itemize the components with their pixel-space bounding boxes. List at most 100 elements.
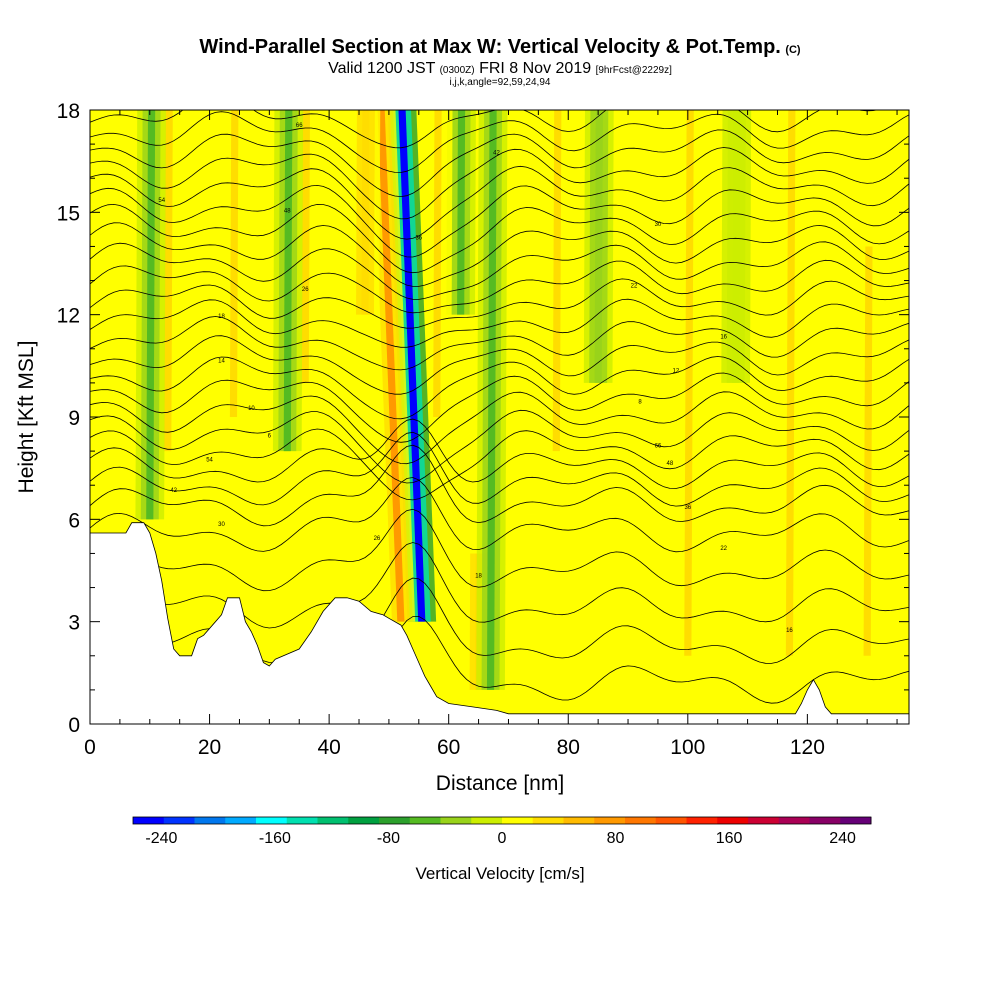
colorbar-swatch bbox=[348, 817, 380, 824]
velocity-streak bbox=[398, 110, 426, 622]
x-tick-label: 80 bbox=[557, 736, 580, 759]
theta-contour bbox=[90, 431, 909, 507]
colorbar-frame bbox=[132, 816, 872, 825]
theta-contour bbox=[90, 222, 909, 287]
contour-label: 48 bbox=[667, 461, 674, 467]
colorbar-swatch bbox=[625, 817, 657, 824]
colorbar-swatch bbox=[717, 817, 749, 824]
colorbar-swatch bbox=[655, 817, 687, 824]
x-tick-label: 100 bbox=[670, 736, 705, 759]
contour-label: 12 bbox=[673, 369, 680, 375]
colorbar-swatch bbox=[563, 817, 595, 824]
colorbar-tick-label: -160 bbox=[259, 830, 291, 847]
colorbar-tick-label: 240 bbox=[829, 830, 856, 847]
theta-contour bbox=[90, 418, 909, 489]
contour-label: 10 bbox=[248, 406, 255, 412]
colorbar-tick-label: 160 bbox=[716, 830, 743, 847]
contour-label: 26 bbox=[302, 287, 309, 293]
velocity-streak bbox=[283, 110, 293, 452]
theta-contour bbox=[90, 508, 909, 592]
colorbar-swatch bbox=[163, 817, 195, 824]
colorbar-swatch bbox=[809, 817, 841, 824]
terrain bbox=[90, 522, 909, 724]
contour-label: 66 bbox=[296, 123, 303, 129]
y-tick-label: 15 bbox=[57, 202, 80, 225]
theta-contour bbox=[90, 259, 909, 314]
contour-label: 18 bbox=[218, 314, 225, 320]
contour-label: 30 bbox=[655, 222, 662, 228]
theta-contour bbox=[90, 428, 909, 501]
velocity-streak bbox=[457, 110, 466, 315]
theta-contour bbox=[90, 391, 909, 465]
contour-label: 36 bbox=[415, 236, 422, 242]
colorbar: -240 -160 -80 0 80 160 240 bbox=[132, 816, 872, 847]
theta-contour bbox=[90, 129, 909, 198]
x-tick-label: 0 bbox=[84, 736, 96, 759]
contour-label: 26 bbox=[374, 536, 381, 542]
contour-label: 48 bbox=[284, 208, 291, 214]
subtitle-date: FRI 8 Nov 2019 bbox=[479, 60, 592, 77]
contour-label: 18 bbox=[475, 573, 482, 579]
theta-contour bbox=[90, 477, 909, 553]
chart-title: Wind-Parallel Section at Max W: Vertical… bbox=[0, 36, 1000, 59]
y-axis-title: Height [Kft MSL] bbox=[15, 341, 38, 494]
theta-contour bbox=[90, 111, 909, 173]
colorbar-swatch bbox=[686, 817, 718, 824]
colorbar-swatch bbox=[778, 817, 810, 824]
theta-contour bbox=[90, 316, 909, 371]
colorbar-swatch bbox=[225, 817, 257, 824]
theta-contour bbox=[90, 356, 909, 420]
theta-contour bbox=[90, 278, 909, 329]
contour-label: 66 bbox=[655, 444, 662, 450]
x-tick-label: 120 bbox=[790, 736, 825, 759]
colorbar-swatch bbox=[594, 817, 626, 824]
velocity-streak bbox=[594, 110, 603, 383]
contour-label: 54 bbox=[158, 198, 165, 204]
colorbar-swatch bbox=[840, 817, 872, 824]
chart-subtitle: Valid 1200 JST (0300Z) FRI 8 Nov 2019 [9… bbox=[0, 60, 1000, 78]
colorbar-swatch bbox=[317, 817, 349, 824]
colorbar-swatch bbox=[748, 817, 780, 824]
x-tick-label: 40 bbox=[317, 736, 340, 759]
theta-contour bbox=[90, 241, 909, 300]
velocity-streak bbox=[552, 110, 562, 452]
title-main: Wind-Parallel Section at Max W: Vertical… bbox=[199, 36, 781, 58]
contour-label: 8 bbox=[638, 399, 642, 405]
contour-label: 42 bbox=[493, 150, 500, 156]
x-axis-title: Distance [nm] bbox=[436, 772, 564, 795]
y-tick-label: 9 bbox=[68, 407, 80, 430]
contour-label: 16 bbox=[786, 628, 793, 634]
colorbar-swatch bbox=[440, 817, 472, 824]
theta-contour bbox=[90, 165, 909, 240]
theta-contour bbox=[90, 409, 909, 484]
colorbar-swatch bbox=[502, 817, 534, 824]
subtitle-forecast: [9hrFcst@2229z] bbox=[595, 65, 672, 76]
subtitle-valid: Valid 1200 JST bbox=[328, 60, 436, 77]
colorbar-title: Vertical Velocity [cm/s] bbox=[415, 864, 585, 883]
velocity-streak bbox=[732, 110, 741, 383]
x-tick-label: 20 bbox=[198, 736, 221, 759]
theta-contour bbox=[90, 335, 909, 395]
colorbar-swatch bbox=[471, 817, 503, 824]
contour-label: 36 bbox=[684, 505, 691, 511]
theta-contour bbox=[90, 203, 909, 274]
contour-label: 30 bbox=[218, 522, 225, 528]
theta-contour bbox=[90, 372, 909, 443]
title-tag: (C) bbox=[785, 44, 801, 56]
colorbar-tick-label: -80 bbox=[377, 830, 400, 847]
colorbar-swatch bbox=[286, 817, 318, 824]
contour-label: 6 bbox=[268, 433, 272, 439]
y-tick-label: 0 bbox=[68, 714, 80, 737]
colorbar-swatch bbox=[194, 817, 226, 824]
velocity-streak bbox=[863, 246, 873, 656]
grid-index-line: i,j,k,angle=92,59,24,94 bbox=[449, 77, 551, 88]
y-tick-label: 3 bbox=[68, 612, 80, 635]
colorbar-swatch bbox=[532, 817, 564, 824]
colorbar-swatch bbox=[409, 817, 441, 824]
x-tick-label: 60 bbox=[437, 736, 460, 759]
theta-contour bbox=[90, 184, 909, 258]
colorbar-tick-label: 0 bbox=[498, 830, 507, 847]
theta-contour bbox=[90, 147, 909, 220]
colorbar-swatch bbox=[256, 817, 288, 824]
